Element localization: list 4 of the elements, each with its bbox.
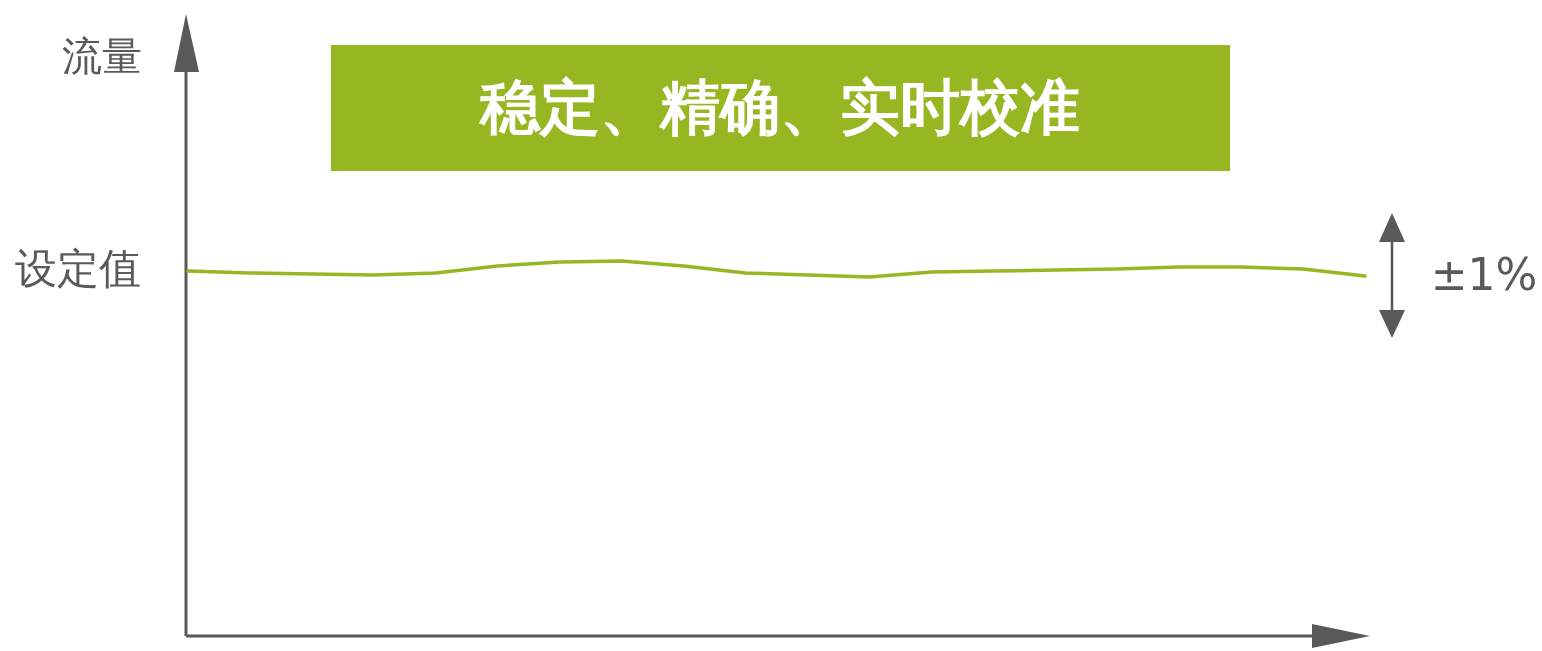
text: ±1%: [1430, 249, 1538, 300]
text: 设定值: [15, 244, 141, 293]
chart-title: 稳定、精确、实时校准: [478, 72, 1080, 142]
y-axis-title: 流量: [62, 33, 142, 79]
